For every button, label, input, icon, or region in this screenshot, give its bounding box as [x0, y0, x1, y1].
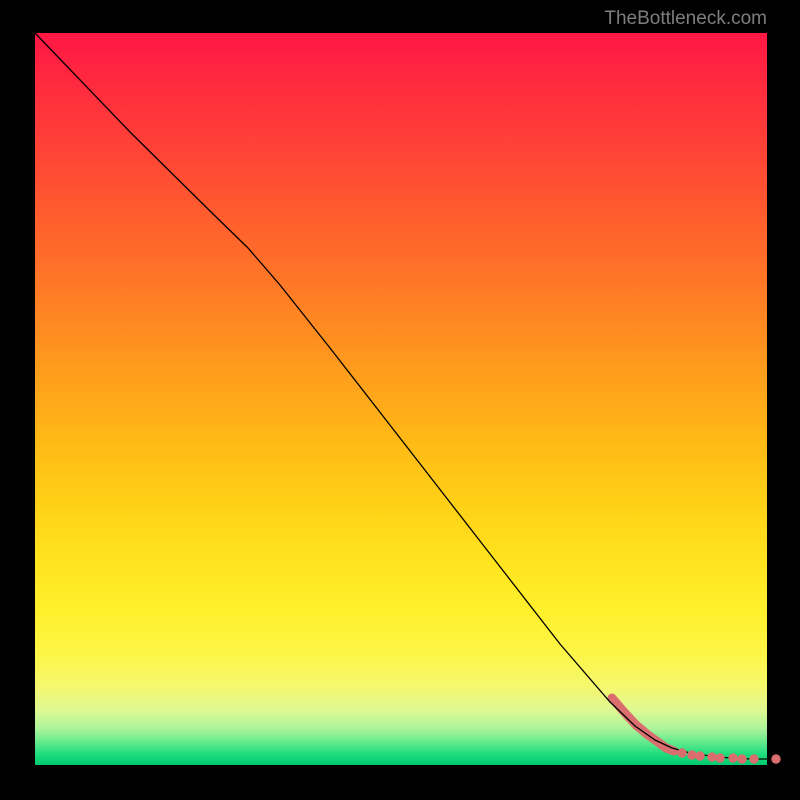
bottleneck-curve — [35, 33, 767, 759]
data-marker — [708, 753, 716, 761]
data-marker — [750, 755, 758, 763]
data-marker — [729, 754, 737, 762]
chart-stage: TheBottleneck.com — [0, 0, 800, 800]
data-marker — [688, 751, 696, 759]
data-marker — [716, 754, 724, 762]
data-marker — [738, 755, 746, 763]
chart-overlay — [0, 0, 800, 800]
data-marker — [772, 755, 780, 763]
data-marker — [696, 752, 704, 760]
data-markers — [678, 749, 780, 763]
marker-trail — [612, 698, 674, 751]
data-marker — [678, 749, 686, 757]
watermark-label: TheBottleneck.com — [604, 8, 767, 30]
